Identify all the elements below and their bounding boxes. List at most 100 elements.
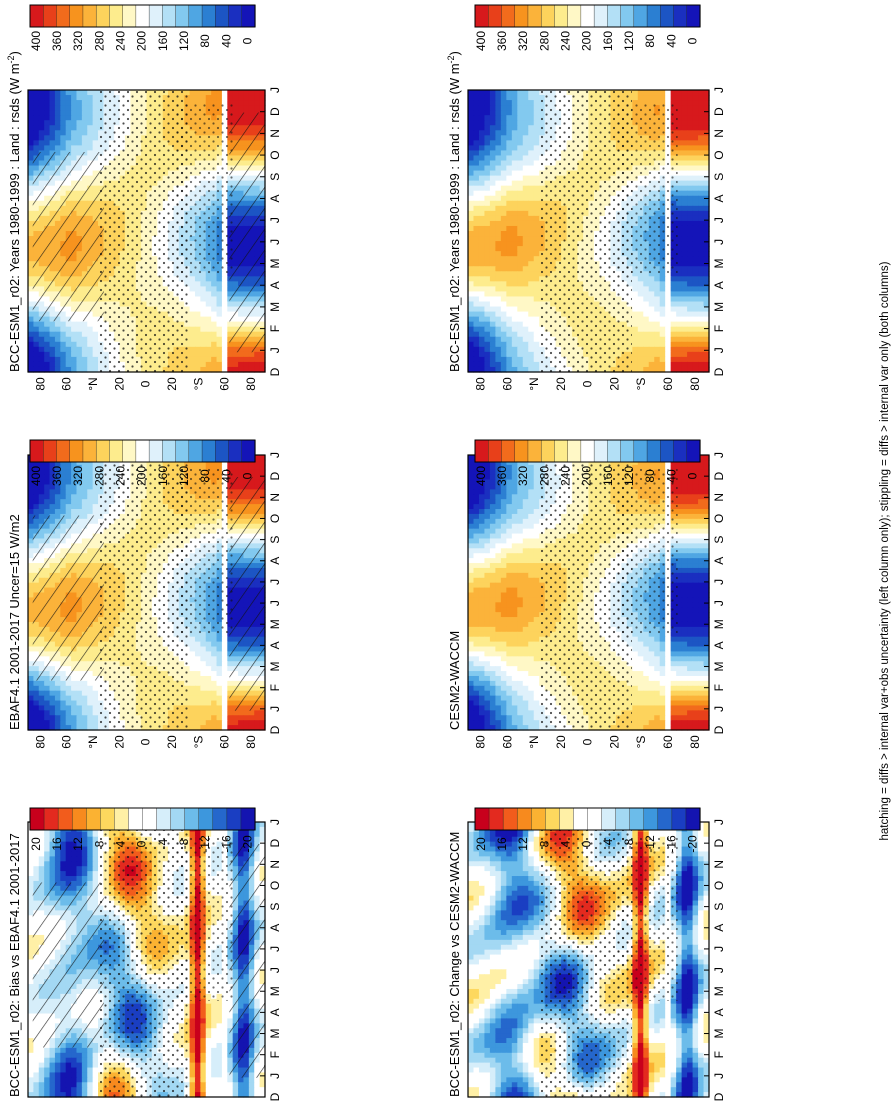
heatmap-cell [189, 276, 196, 282]
heatmap-cell [87, 710, 94, 716]
heatmap-cell [44, 720, 51, 726]
heatmap-cell [205, 666, 212, 672]
heatmap-cell [76, 715, 83, 721]
heatmap-cell [28, 582, 34, 589]
heatmap-cell [221, 271, 228, 277]
heatmap-cell [33, 145, 40, 152]
heatmap-cell [49, 715, 56, 721]
heatmap-cell [33, 494, 40, 500]
heatmap-cell [92, 685, 99, 692]
heatmap-cell [38, 685, 45, 692]
heatmap-cell [92, 105, 99, 111]
heatmap-cell [87, 105, 94, 111]
heatmap-cell [28, 690, 34, 697]
heatmap-cell [81, 140, 88, 146]
heatmap-cell [44, 110, 51, 116]
heatmap-cell [44, 705, 51, 711]
heatmap-cell [205, 725, 212, 731]
heatmap-cell [87, 705, 94, 711]
heatmap-cell [92, 499, 99, 505]
heatmap-cell [44, 685, 51, 692]
heatmap-cell [194, 695, 201, 702]
heatmap-cell [71, 125, 78, 131]
heatmap-cell [216, 671, 223, 677]
heatmap-cell [76, 474, 83, 481]
heatmap-cell [65, 336, 72, 343]
heatmap-cell [81, 341, 88, 348]
heatmap-cell [221, 331, 228, 338]
heatmap-cell [28, 720, 34, 726]
heatmap-cell [189, 341, 196, 348]
heatmap-cell [205, 351, 212, 358]
heatmap-cell [194, 271, 201, 277]
heatmap-cell [71, 685, 78, 692]
heatmap-cell [33, 346, 40, 353]
heatmap-cell [216, 276, 223, 282]
heatmap-cell [81, 346, 88, 353]
season-tick-label: A [268, 194, 282, 202]
heatmap-cell [60, 356, 67, 363]
heatmap-cell [28, 484, 34, 490]
latitude-tick-label: °S [191, 378, 205, 391]
heatmap-cell [216, 725, 223, 731]
heatmap-cell [92, 504, 99, 510]
heatmap-cell [81, 125, 88, 131]
heatmap-cell [28, 115, 34, 121]
heatmap-cell [60, 351, 67, 358]
heatmap-cell [60, 499, 67, 505]
heatmap-cell [216, 331, 223, 338]
heatmap-cell [243, 710, 250, 716]
heatmap-cell [221, 459, 228, 466]
heatmap-cell [28, 523, 34, 530]
heatmap-cell [38, 494, 45, 500]
heatmap-cell [65, 680, 72, 687]
heatmap-cell [211, 631, 218, 638]
heatmap-cell [38, 474, 45, 481]
heatmap-cell [189, 90, 196, 96]
heatmap-cell [28, 700, 34, 707]
title-tail: ) [7, 51, 22, 55]
heatmap-cell [71, 145, 78, 152]
heatmap-cell [200, 671, 207, 677]
latitude-tick-label: 20 [165, 377, 179, 391]
heatmap-cell [60, 705, 67, 711]
heatmap-cell [87, 509, 94, 515]
heatmap-cell [71, 100, 78, 106]
heatmap-cell [243, 95, 250, 101]
heatmap-cell [49, 705, 56, 711]
heatmap-cell [87, 336, 94, 343]
heatmap-cell [200, 271, 207, 277]
heatmap-cell [49, 356, 56, 363]
heatmap-cell [221, 361, 228, 368]
heatmap-cell [54, 509, 61, 515]
heatmap-cell [44, 700, 51, 707]
hatching-region [229, 112, 265, 353]
heatmap-cell [205, 710, 212, 716]
heatmap-cell [49, 110, 56, 116]
heatmap-cell [189, 316, 196, 323]
heatmap-cell [200, 464, 207, 471]
heatmap-cell [38, 140, 45, 146]
heatmap-cell [87, 321, 94, 328]
heatmap-cell [216, 666, 223, 672]
heatmap-cell [189, 366, 196, 373]
heatmap-cell [38, 135, 45, 141]
heatmap-cell [28, 479, 34, 486]
heatmap-cell [205, 700, 212, 707]
heatmap-cell [221, 341, 228, 348]
heatmap-cell [200, 680, 207, 687]
heatmap-cell [33, 690, 40, 697]
heatmap-cell [200, 341, 207, 348]
heatmap-cell [33, 700, 40, 707]
heatmap-cell [49, 100, 56, 106]
heatmap-cell [33, 140, 40, 146]
heatmap-cell [49, 469, 56, 476]
heatmap-cell [33, 341, 40, 348]
heatmap-cell [87, 484, 94, 490]
season-tick-label: A [268, 641, 282, 649]
heatmap-cell [87, 326, 94, 333]
heatmap-cell [92, 700, 99, 707]
heatmap-cell [243, 361, 250, 368]
heatmap-cell [28, 646, 34, 653]
heatmap-cell [194, 671, 201, 677]
